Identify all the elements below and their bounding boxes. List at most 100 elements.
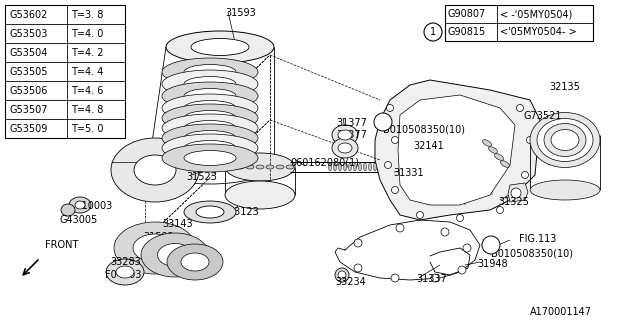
Ellipse shape — [114, 222, 196, 274]
Ellipse shape — [286, 165, 294, 169]
Ellipse shape — [349, 163, 351, 171]
Ellipse shape — [338, 143, 352, 153]
Text: 31592: 31592 — [143, 232, 174, 242]
Ellipse shape — [181, 253, 209, 271]
Text: 33143: 33143 — [162, 219, 193, 229]
Ellipse shape — [225, 153, 295, 181]
Circle shape — [497, 206, 504, 213]
Ellipse shape — [162, 144, 258, 172]
Ellipse shape — [162, 58, 258, 86]
Circle shape — [456, 214, 463, 221]
Text: G53504: G53504 — [9, 47, 47, 58]
Text: G53509: G53509 — [9, 124, 47, 133]
Circle shape — [458, 266, 466, 274]
Ellipse shape — [339, 163, 342, 171]
Text: G53507: G53507 — [9, 105, 47, 115]
Ellipse shape — [236, 165, 244, 169]
Circle shape — [511, 188, 521, 198]
Text: T=5. 0: T=5. 0 — [71, 124, 104, 133]
Circle shape — [391, 274, 399, 282]
Text: B: B — [488, 241, 495, 250]
Text: 060162080(1): 060162080(1) — [290, 157, 359, 167]
Ellipse shape — [537, 118, 593, 162]
Ellipse shape — [226, 165, 234, 169]
Ellipse shape — [162, 114, 258, 142]
Circle shape — [424, 23, 442, 41]
Text: 32135: 32135 — [549, 82, 580, 92]
Ellipse shape — [551, 130, 579, 150]
Ellipse shape — [332, 125, 358, 145]
Ellipse shape — [141, 233, 209, 277]
Ellipse shape — [167, 244, 223, 280]
Text: B010508350(10): B010508350(10) — [491, 248, 573, 258]
Ellipse shape — [106, 259, 144, 285]
Ellipse shape — [353, 163, 356, 171]
Ellipse shape — [328, 163, 332, 171]
Ellipse shape — [162, 134, 258, 162]
Text: 31377: 31377 — [336, 130, 367, 140]
Text: T=3. 8: T=3. 8 — [71, 10, 104, 20]
Ellipse shape — [134, 155, 176, 185]
Ellipse shape — [544, 124, 586, 156]
Text: < -'05MY0504): < -'05MY0504) — [500, 9, 572, 19]
Ellipse shape — [69, 197, 91, 213]
Ellipse shape — [483, 140, 492, 146]
Text: 31523: 31523 — [186, 172, 217, 182]
Ellipse shape — [162, 104, 258, 132]
Ellipse shape — [530, 180, 600, 200]
Ellipse shape — [276, 165, 284, 169]
Text: F04703: F04703 — [105, 270, 141, 280]
Ellipse shape — [530, 113, 600, 167]
Ellipse shape — [111, 138, 199, 202]
Text: 33283: 33283 — [110, 257, 141, 267]
Text: 31377: 31377 — [336, 118, 367, 128]
Ellipse shape — [364, 163, 367, 171]
Text: G53602: G53602 — [9, 10, 47, 20]
Text: T=4. 6: T=4. 6 — [71, 85, 104, 95]
Ellipse shape — [196, 206, 224, 218]
Text: 1: 1 — [430, 27, 436, 37]
Text: 31593: 31593 — [225, 8, 256, 18]
Circle shape — [335, 268, 349, 282]
Text: G73521: G73521 — [524, 111, 563, 121]
Ellipse shape — [358, 163, 362, 171]
Circle shape — [522, 172, 529, 179]
Text: <'05MY0504- >: <'05MY0504- > — [500, 27, 577, 37]
Ellipse shape — [184, 65, 236, 79]
Bar — [5, 5, 125, 138]
Text: T=4. 0: T=4. 0 — [71, 28, 104, 38]
Text: 33234: 33234 — [335, 277, 365, 287]
Ellipse shape — [495, 154, 504, 160]
Circle shape — [463, 244, 471, 252]
Circle shape — [338, 271, 346, 279]
Ellipse shape — [184, 121, 236, 135]
Circle shape — [392, 137, 399, 143]
Text: T=4. 4: T=4. 4 — [71, 67, 104, 76]
Ellipse shape — [266, 165, 274, 169]
Text: G43005: G43005 — [60, 215, 99, 225]
Text: T=4. 2: T=4. 2 — [71, 47, 104, 58]
Ellipse shape — [166, 31, 274, 63]
Ellipse shape — [332, 138, 358, 158]
Ellipse shape — [333, 163, 337, 171]
Text: G90815: G90815 — [448, 27, 486, 37]
Ellipse shape — [157, 244, 193, 267]
Ellipse shape — [488, 147, 497, 153]
Ellipse shape — [184, 110, 236, 125]
Polygon shape — [375, 80, 540, 220]
Polygon shape — [508, 183, 528, 202]
Circle shape — [396, 224, 404, 232]
Ellipse shape — [162, 70, 258, 98]
Circle shape — [387, 105, 394, 111]
Circle shape — [385, 162, 392, 169]
Circle shape — [431, 274, 439, 282]
Text: A170001147: A170001147 — [530, 307, 592, 317]
Text: G90807: G90807 — [448, 9, 486, 19]
Circle shape — [392, 187, 399, 194]
Ellipse shape — [369, 163, 371, 171]
Ellipse shape — [374, 163, 376, 171]
Ellipse shape — [61, 204, 75, 216]
Circle shape — [417, 212, 424, 219]
Text: FRONT: FRONT — [45, 240, 78, 250]
Ellipse shape — [225, 181, 295, 209]
